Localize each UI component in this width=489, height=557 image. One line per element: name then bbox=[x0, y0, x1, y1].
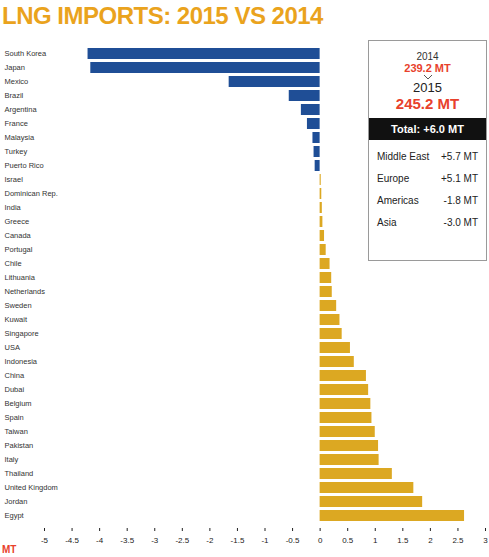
svg-text:-3: -3 bbox=[151, 536, 159, 545]
svg-text:-5: -5 bbox=[41, 536, 49, 545]
html-text:2015: 2015 bbox=[413, 80, 442, 95]
svg-text:0.5: 0.5 bbox=[342, 536, 354, 545]
svg-text:Portugal: Portugal bbox=[5, 245, 33, 254]
svg-text:2.5: 2.5 bbox=[452, 536, 464, 545]
svg-text:Greece: Greece bbox=[5, 217, 30, 226]
svg-text:1: 1 bbox=[373, 536, 378, 545]
svg-text:Dominican Rep.: Dominican Rep. bbox=[5, 189, 58, 198]
svg-text:Taiwan: Taiwan bbox=[5, 427, 28, 436]
svg-text:Italy: Italy bbox=[5, 455, 19, 464]
svg-text:Belgium: Belgium bbox=[5, 399, 32, 408]
html-text:Americas: Americas bbox=[377, 195, 419, 206]
svg-text:Sweden: Sweden bbox=[5, 301, 32, 310]
svg-text:Spain: Spain bbox=[5, 413, 24, 422]
svg-text:-4.5: -4.5 bbox=[65, 536, 79, 545]
html-text:MT: MT bbox=[2, 544, 17, 555]
svg-text:Mexico: Mexico bbox=[5, 77, 29, 86]
svg-text:Brazil: Brazil bbox=[5, 91, 24, 100]
html-text:Middle East: Middle East bbox=[377, 151, 430, 162]
svg-text:-1: -1 bbox=[261, 536, 269, 545]
html-text:-1.8 MT: -1.8 MT bbox=[443, 195, 478, 206]
html-text:+5.7 MT: +5.7 MT bbox=[441, 151, 478, 162]
svg-text:0: 0 bbox=[318, 536, 323, 545]
html-text:LNG IMPORTS: 2015 VS 2014: LNG IMPORTS: 2015 VS 2014 bbox=[2, 2, 323, 29]
svg-text:Canada: Canada bbox=[5, 231, 32, 240]
svg-text:Netherlands: Netherlands bbox=[5, 287, 46, 296]
svg-text:South Korea: South Korea bbox=[5, 49, 48, 58]
html-text:2014: 2014 bbox=[416, 51, 439, 62]
svg-text:1.5: 1.5 bbox=[397, 536, 409, 545]
html-text:Europe: Europe bbox=[377, 173, 410, 184]
svg-text:Japan: Japan bbox=[5, 63, 25, 72]
svg-text:Egypt: Egypt bbox=[5, 511, 25, 520]
svg-text:Chile: Chile bbox=[5, 259, 22, 268]
html-text:Total: +6.0 MT: Total: +6.0 MT bbox=[391, 123, 464, 135]
svg-text:Puerto Rico: Puerto Rico bbox=[5, 161, 44, 170]
svg-text:Turkey: Turkey bbox=[5, 147, 28, 156]
svg-text:2: 2 bbox=[428, 536, 433, 545]
svg-text:Malaysia: Malaysia bbox=[5, 133, 35, 142]
svg-text:Pakistan: Pakistan bbox=[5, 441, 34, 450]
html-text:245.2 MT: 245.2 MT bbox=[395, 95, 460, 112]
svg-text:-2: -2 bbox=[206, 536, 214, 545]
svg-text:Singapore: Singapore bbox=[5, 329, 39, 338]
svg-text:India: India bbox=[5, 203, 22, 212]
svg-text:France: France bbox=[5, 119, 28, 128]
svg-text:-1.5: -1.5 bbox=[231, 536, 245, 545]
svg-text:Indonesia: Indonesia bbox=[5, 357, 38, 366]
svg-text:Dubai: Dubai bbox=[5, 385, 25, 394]
html-text:-3.0 MT: -3.0 MT bbox=[443, 217, 478, 228]
svg-text:Argentina: Argentina bbox=[5, 105, 38, 114]
svg-text:United Kingdom: United Kingdom bbox=[5, 483, 58, 492]
svg-text:Israel: Israel bbox=[5, 175, 24, 184]
svg-text:Jordan: Jordan bbox=[5, 497, 28, 506]
svg-text:-2.5: -2.5 bbox=[175, 536, 189, 545]
svg-text:Kuwait: Kuwait bbox=[5, 315, 28, 324]
svg-text:-0.5: -0.5 bbox=[286, 536, 300, 545]
html-text:+5.1 MT: +5.1 MT bbox=[441, 173, 478, 184]
svg-text:-4: -4 bbox=[96, 536, 104, 545]
svg-text:-3.5: -3.5 bbox=[120, 536, 134, 545]
svg-text:3: 3 bbox=[483, 536, 488, 545]
html-text:239.2 MT: 239.2 MT bbox=[404, 62, 451, 74]
svg-text:Lithuania: Lithuania bbox=[5, 273, 36, 282]
html-text:Asia: Asia bbox=[377, 217, 397, 228]
svg-text:USA: USA bbox=[5, 343, 20, 352]
svg-text:Thailand: Thailand bbox=[5, 469, 34, 478]
svg-text:China: China bbox=[5, 371, 25, 380]
